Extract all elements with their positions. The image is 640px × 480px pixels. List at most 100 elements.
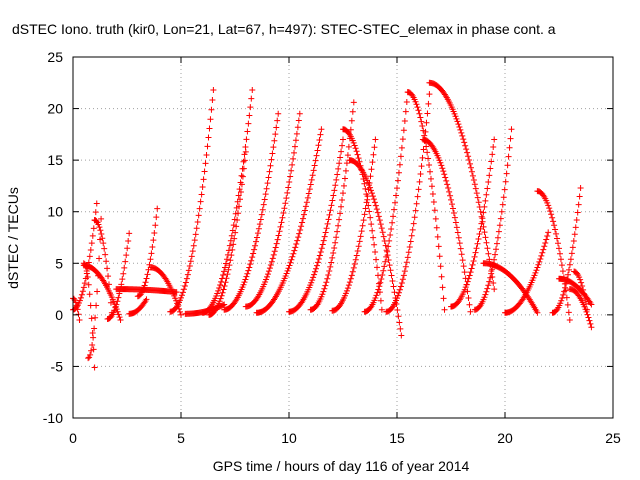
data-point [428,183,435,190]
data-point [121,264,128,271]
data-point [482,197,489,204]
data-point [337,210,344,217]
data-point [100,240,107,247]
data-point [364,196,371,203]
data-point [335,222,342,229]
data-point [343,160,350,167]
data-point [407,238,414,245]
data-point [556,250,563,257]
data-point [486,172,493,179]
data-point [588,324,595,331]
data-point [286,179,293,186]
data-point [553,230,560,237]
data-point [463,281,470,288]
x-tick-label: 15 [389,430,405,446]
data-point [260,201,267,208]
data-point [479,215,486,222]
data-point [353,252,360,259]
data-point [503,170,510,177]
data-point [265,268,272,275]
data-point [440,295,447,302]
data-point [500,194,507,201]
data-point [179,289,186,296]
data-point [265,174,272,181]
data-point [241,279,248,286]
data-point [188,253,195,260]
data-point [542,239,549,246]
data-point [408,232,415,239]
data-point [330,250,337,257]
data-point [490,279,497,286]
data-point [559,268,566,275]
data-point [264,271,271,278]
data-point [399,276,406,283]
data-point [221,282,228,289]
data-point [368,190,375,197]
data-point [469,172,476,179]
data-point [495,228,502,235]
data-point [440,168,447,175]
data-point [349,108,356,115]
data-point [94,288,101,295]
data-point [220,272,227,279]
data-point [417,114,424,121]
data-point [545,202,552,209]
data-point [244,270,251,277]
data-point [143,296,150,303]
data-point [397,325,404,332]
data-point [401,268,408,275]
data-point [218,292,225,299]
data-point [203,151,210,158]
data-point [223,256,230,263]
data-point [419,154,426,161]
data-point [348,117,355,124]
x-tick-label: 10 [281,430,297,446]
data-point [561,288,568,295]
data-point [390,213,397,220]
data-point [381,263,388,270]
data-point [378,225,385,232]
data-point [76,317,83,324]
data-point [580,286,587,293]
data-point [222,264,229,271]
data-point [483,191,490,198]
data-point [424,149,431,156]
data-point [355,243,362,250]
data-point [105,273,112,280]
data-point [99,235,106,242]
data-point [416,110,423,117]
data-point [242,148,249,155]
data-point [565,309,572,316]
data-point [91,364,98,371]
data-point [545,229,552,236]
data-point [304,194,311,201]
data-point [548,211,555,218]
data-point [439,284,446,291]
data-point [272,244,279,251]
data-point [425,100,432,107]
data-point [255,225,262,232]
data-point [153,214,160,221]
data-point [243,273,250,280]
data-point [406,244,413,251]
data-point [436,157,443,164]
data-point [321,285,328,292]
data-point [241,151,248,158]
data-point [292,244,299,251]
data-point [466,157,473,164]
data-point [472,249,479,256]
data-point [348,272,355,279]
data-point [88,347,95,354]
data-point [502,178,509,185]
data-point [586,317,593,324]
data-point [372,202,379,209]
data-point [287,259,294,266]
data-point [408,91,415,98]
data-point [238,172,245,179]
data-point [402,108,409,115]
data-point [439,165,446,172]
data-point [291,149,298,156]
data-point [385,257,392,264]
data-point [194,218,201,225]
data-point [454,118,461,125]
